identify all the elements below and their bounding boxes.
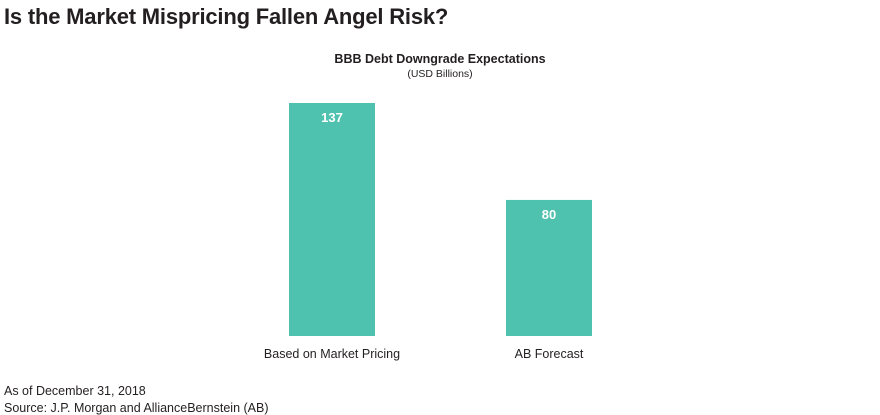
bar-chart: BBB Debt Downgrade Expectations (USD Bil… — [264, 52, 592, 361]
page-title: Is the Market Mispricing Fallen Angel Ri… — [4, 4, 449, 29]
footnote-date: As of December 31, 2018 — [4, 384, 146, 398]
category-label-1: AB Forecast — [515, 347, 584, 361]
data-label-1: 80 — [542, 207, 556, 222]
bar-1 — [506, 199, 592, 336]
footnote-source: Source: J.P. Morgan and AllianceBernstei… — [4, 401, 269, 415]
chart-title: BBB Debt Downgrade Expectations — [334, 52, 545, 66]
category-label-0: Based on Market Pricing — [264, 347, 400, 361]
bars-layer: 137 Based on Market Pricing 80 AB Forecast — [264, 103, 592, 361]
chart-subtitle: (USD Billions) — [407, 68, 472, 80]
data-label-0: 137 — [321, 110, 343, 125]
bar-0 — [289, 103, 375, 336]
